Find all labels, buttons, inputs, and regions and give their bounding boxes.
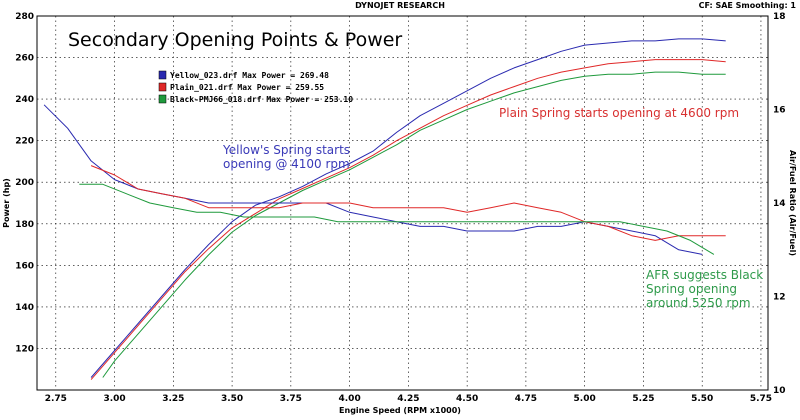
- y-tick-label: 180: [15, 220, 34, 230]
- y2-tick-labels: 10 12 14 16 18: [773, 12, 786, 396]
- y-tick-label: 160: [15, 261, 34, 271]
- y2-axis-label: Air/Fuel Ratio (Air/Fuel): [788, 150, 797, 256]
- x-tick-label: 5.00: [574, 394, 596, 404]
- y2-tick-label: 10: [773, 386, 786, 396]
- series-afr-black-pmj66: [79, 183, 715, 255]
- x-tick-label: 4.75: [515, 394, 537, 404]
- legend-item-plain: Plain_021.drf Max Power = 259.55: [170, 82, 324, 92]
- x-tick-label: 4.00: [339, 394, 361, 404]
- annotation-yellow-line2: opening @ 4100 rpm: [223, 157, 350, 171]
- x-axis-label: Engine Speed (RPM x1000): [339, 406, 461, 415]
- series-power-yellow: [90, 38, 726, 378]
- series-lines: [43, 38, 726, 380]
- x-tick-label: 2.75: [45, 394, 67, 404]
- x-tick-label: 4.25: [397, 394, 419, 404]
- x-tick-label: 4.50: [456, 394, 478, 404]
- x-tick-label: 5.50: [691, 394, 713, 404]
- y-tick-labels: 120 140 160 180 200 220 240 260 280: [15, 12, 34, 354]
- x-tick-label: 5.25: [632, 394, 654, 404]
- x-tick-label: 5.75: [750, 394, 772, 404]
- legend-item-black: Black-PMJ66_018.drf Max Power = 253.10: [170, 95, 353, 104]
- annotation-plain: Plain Spring starts opening at 4600 rpm: [499, 106, 739, 120]
- legend-swatch-plain: [158, 82, 167, 92]
- x-tick-label: 3.75: [280, 394, 302, 404]
- y2-tick-label: 12: [773, 293, 786, 303]
- x-tick-label: 3.25: [162, 394, 184, 404]
- legend: Yellow_023.drf Max Power = 269.48 Plain_…: [158, 70, 353, 104]
- y-tick-label: 260: [15, 54, 34, 64]
- annotation-yellow-line1: Yellow's Spring starts: [222, 143, 350, 157]
- y-tick-label: 200: [15, 178, 34, 188]
- y-tick-label: 240: [15, 95, 34, 105]
- y-tick-label: 140: [15, 303, 34, 313]
- y2-tick-label: 16: [773, 106, 786, 116]
- header-center: DYNOJET RESEARCH: [355, 1, 445, 10]
- x-tick-labels: 2.75 3.00 3.25 3.50 3.75 4.00 4.25 4.50 4.75 5.00…: [45, 394, 772, 404]
- annotation-black-line3: around 5250 rpm: [646, 296, 751, 310]
- annotation-black-line2: Spring opening: [646, 282, 737, 296]
- y-tick-label: 120: [15, 344, 34, 354]
- legend-swatch-black: [158, 94, 167, 104]
- header-right: CF: SAE Smoothing: 1: [699, 1, 797, 10]
- series-afr-plain: [90, 165, 726, 241]
- annotation-black-line1: AFR suggests Black: [646, 268, 763, 282]
- y-tick-label: 220: [15, 137, 34, 147]
- chart-title: Secondary Opening Points & Power: [68, 29, 402, 51]
- x-tick-label: 3.00: [103, 394, 125, 404]
- legend-item-yellow: Yellow_023.drf Max Power = 269.48: [170, 71, 329, 80]
- series-power-black-pmj66: [102, 71, 726, 378]
- x-tick-label: 3.50: [221, 394, 243, 404]
- series-power-plain: [90, 59, 726, 380]
- y-tick-label: 280: [15, 12, 34, 22]
- y2-tick-label: 18: [773, 12, 786, 22]
- legend-swatch-yellow: [158, 70, 167, 80]
- y2-tick-label: 14: [773, 199, 786, 209]
- y-axis-label: Power (hp): [2, 178, 11, 228]
